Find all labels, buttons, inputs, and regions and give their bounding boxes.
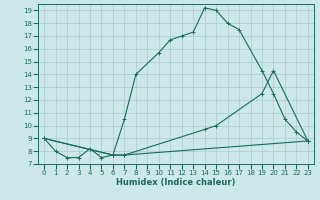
X-axis label: Humidex (Indice chaleur): Humidex (Indice chaleur) bbox=[116, 178, 236, 187]
